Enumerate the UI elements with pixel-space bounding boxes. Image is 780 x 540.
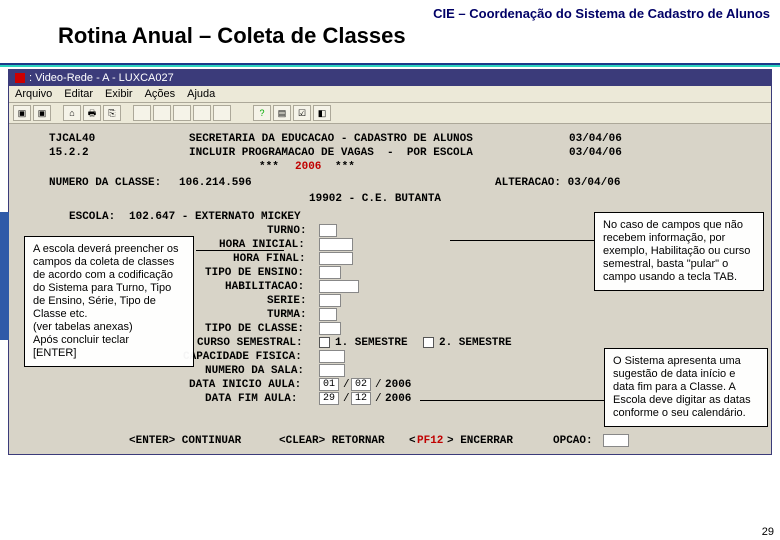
toolbar-btn[interactable]: ▤ <box>273 105 291 121</box>
screen-title-2: INCLUIR PROGRAMACAO DE VAGAS - POR ESCOL… <box>189 146 473 160</box>
escola-value: 102.647 - EXTERNATO MICKEY <box>129 210 301 224</box>
num-classe-label: NUMERO DA CLASSE: <box>49 176 161 190</box>
toolbar-btn[interactable] <box>153 105 171 121</box>
df-day-field[interactable]: 29 <box>319 392 339 405</box>
turno-field[interactable] <box>319 224 337 237</box>
menu-acoes[interactable]: Ações <box>145 88 176 100</box>
opcao-field[interactable] <box>603 434 629 447</box>
pf12-rest: > ENCERRAR <box>447 434 513 448</box>
toolbar-btn[interactable]: ☑ <box>293 105 311 121</box>
rule-teal <box>0 65 780 67</box>
close-icon[interactable] <box>15 73 25 83</box>
toolbar: ▣ ▣ ⌂ 🖶 ⎘ ? ▤ ☑ ◧ <box>9 103 771 124</box>
sem1-check[interactable] <box>319 337 330 348</box>
date-2: 03/04/06 <box>569 146 622 160</box>
toolbar-btn[interactable]: 🖶 <box>83 105 101 121</box>
menu-editar[interactable]: Editar <box>64 88 93 100</box>
hora-final-label: HORA FINAL: <box>233 252 306 266</box>
turma-field[interactable] <box>319 308 337 321</box>
pf12-key: PF12 <box>417 434 443 448</box>
toolbar-btn[interactable] <box>193 105 211 121</box>
habilitacao-label: HABILITACAO: <box>225 280 304 294</box>
hora-final-field[interactable] <box>319 252 353 265</box>
num-sala-label: NUMERO DA SALA: <box>205 364 304 378</box>
toolbar-btn[interactable]: ⌂ <box>63 105 81 121</box>
alteracao: ALTERACAO: 03/04/06 <box>495 176 620 190</box>
year: 2006 <box>295 160 321 174</box>
pf12-lt: < <box>409 434 416 448</box>
num-classe-value: 106.214.596 <box>179 176 252 190</box>
di-month-field[interactable]: 02 <box>351 378 371 391</box>
tipo-classe-label: TIPO DE CLASSE: <box>205 322 304 336</box>
toolbar-btn[interactable]: ▣ <box>33 105 51 121</box>
toolbar-btn[interactable]: ◧ <box>313 105 331 121</box>
turma-label: TURMA: <box>267 308 307 322</box>
callout-line-r2 <box>420 400 604 401</box>
toolbar-btn[interactable]: ⎘ <box>103 105 121 121</box>
serie-field[interactable] <box>319 294 341 307</box>
callout-right-1: No caso de campos que não recebem inform… <box>594 212 764 291</box>
toolbar-btn[interactable]: ▣ <box>13 105 31 121</box>
serie-label: SERIE: <box>267 294 307 308</box>
opcao-label: OPCAO: <box>553 434 593 448</box>
stars-r: *** <box>335 160 355 174</box>
window-title: : Video-Rede - A - LUXCA027 <box>29 72 174 84</box>
curso-sem-label: CURSO SEMESTRAL: <box>197 336 303 350</box>
df-month-field[interactable]: 12 <box>351 392 371 405</box>
callout-line-r1 <box>450 240 594 241</box>
org-line: CIE – Coordenação do Sistema de Cadastro… <box>10 6 770 21</box>
menu-ajuda[interactable]: Ajuda <box>187 88 215 100</box>
ce-butanta: 19902 - C.E. BUTANTA <box>309 192 441 206</box>
callout-left: A escola deverá preencher os campos da c… <box>24 236 194 367</box>
page-title: Rotina Anual – Coleta de Classes <box>58 23 770 49</box>
menu-arquivo[interactable]: Arquivo <box>15 88 52 100</box>
sem1-label: 1. SEMESTRE <box>335 336 408 350</box>
di-day-field[interactable]: 01 <box>319 378 339 391</box>
di-year: 2006 <box>385 378 411 392</box>
df-year: 2006 <box>385 392 411 406</box>
toolbar-btn[interactable] <box>213 105 231 121</box>
data-fim-label: DATA FIM AULA: <box>205 392 297 406</box>
data-inicio-label: DATA INICIO AULA: <box>189 378 301 392</box>
cap-fisica-label: CAPACIDADE FISICA: <box>183 350 302 364</box>
screen-title-1: SECRETARIA DA EDUCACAO - CADASTRO DE ALU… <box>189 132 473 146</box>
escola-label: ESCOLA: <box>69 210 115 224</box>
tipo-ensino-field[interactable] <box>319 266 341 279</box>
prog-id: TJCAL40 <box>49 132 95 146</box>
stars-l: *** <box>259 160 279 174</box>
window-titlebar: : Video-Rede - A - LUXCA027 <box>9 70 771 86</box>
menubar: Arquivo Editar Exibir Ações Ajuda <box>9 86 771 103</box>
habilitacao-field[interactable] <box>319 280 359 293</box>
version: 15.2.2 <box>49 146 89 160</box>
toolbar-btn[interactable] <box>173 105 191 121</box>
tipo-ensino-label: TIPO DE ENSINO: <box>205 266 304 280</box>
hora-inicial-field[interactable] <box>319 238 353 251</box>
help-icon[interactable]: ? <box>253 105 271 121</box>
tipo-classe-field[interactable] <box>319 322 341 335</box>
toolbar-btn[interactable] <box>133 105 151 121</box>
callout-line-left <box>196 250 284 251</box>
enter-hint: <ENTER> CONTINUAR <box>129 434 241 448</box>
cap-fisica-field[interactable] <box>319 350 345 363</box>
clear-hint: <CLEAR> RETORNAR <box>279 434 385 448</box>
sem2-check[interactable] <box>423 337 434 348</box>
num-sala-field[interactable] <box>319 364 345 377</box>
page-number: 29 <box>762 526 774 538</box>
sem2-label: 2. SEMESTRE <box>439 336 512 350</box>
menu-exibir[interactable]: Exibir <box>105 88 133 100</box>
callout-right-2: O Sistema apresenta uma sugestão de data… <box>604 348 768 427</box>
date-1: 03/04/06 <box>569 132 622 146</box>
turno-label: TURNO: <box>267 224 307 238</box>
